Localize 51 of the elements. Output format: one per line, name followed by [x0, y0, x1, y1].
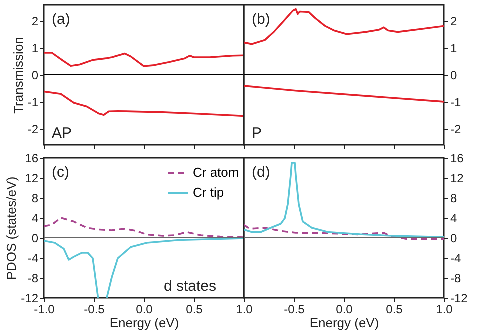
- annotation: d states: [164, 278, 217, 295]
- y-tick-label: 2: [32, 14, 39, 29]
- y-tick-label: 8: [32, 192, 39, 206]
- y-tick-label: 0: [32, 232, 39, 246]
- x-tick-label: -0.5: [84, 302, 106, 316]
- annotation: (d): [252, 164, 270, 181]
- y-tick-label: 1: [450, 42, 458, 56]
- y-tick-label: -8: [450, 272, 462, 286]
- legend-label: Cr atom: [193, 165, 240, 180]
- x-axis-title: Energy (eV): [110, 316, 180, 330]
- y-tick-label: 0: [450, 232, 458, 246]
- y-tick-label: 8: [450, 192, 458, 206]
- annotation: AP: [52, 125, 72, 142]
- x-tick-label: 1.0: [436, 302, 454, 316]
- annotation: (a): [52, 11, 70, 28]
- y-tick-label: 16: [25, 152, 39, 166]
- y-tick-label: 12: [450, 172, 464, 186]
- x-axis-title: Energy (eV): [310, 316, 380, 330]
- y-tick-label: 0: [32, 68, 39, 82]
- y-tick-label: 12: [25, 172, 39, 186]
- x-tick-label: 0.5: [186, 302, 204, 316]
- legend-label: Cr tip: [193, 185, 224, 200]
- y-tick-label: -1: [450, 95, 462, 110]
- y-tick-label: 0: [450, 68, 458, 82]
- y-tick-label: -4: [450, 252, 462, 266]
- y-tick-label: -2: [28, 122, 39, 136]
- y-tick-label: -4: [28, 252, 39, 266]
- x-tick-label: 0.0: [336, 302, 354, 316]
- y-tick-label: 2: [450, 14, 458, 29]
- annotation: (c): [52, 164, 70, 181]
- x-tick-label: -0.5: [284, 302, 306, 316]
- x-tick-label: 0.5: [386, 302, 404, 316]
- y-tick-label: -12: [450, 292, 468, 306]
- y-tick-label: 4: [450, 212, 458, 226]
- x-tick-label: 1.0: [236, 302, 254, 316]
- line-series: [44, 52, 244, 68]
- y-tick-label: -8: [28, 272, 39, 286]
- y-axis-title: PDOS (states/eV): [4, 176, 20, 280]
- y-tick-label: 16: [450, 152, 464, 166]
- y-axis-title: Transmission: [10, 37, 26, 114]
- y-tick-label: 1: [32, 42, 39, 56]
- y-tick-label: -12: [21, 292, 39, 306]
- y-tick-label: -1: [28, 95, 39, 110]
- y-tick-label: -2: [450, 122, 462, 136]
- y-tick-label: 4: [32, 212, 39, 226]
- x-tick-label: -1.0: [34, 302, 56, 316]
- annotation: (b): [252, 11, 270, 28]
- x-tick-label: 0.0: [136, 302, 154, 316]
- annotation: P: [252, 125, 262, 142]
- line-series: [44, 90, 244, 118]
- line-series: [244, 8, 444, 46]
